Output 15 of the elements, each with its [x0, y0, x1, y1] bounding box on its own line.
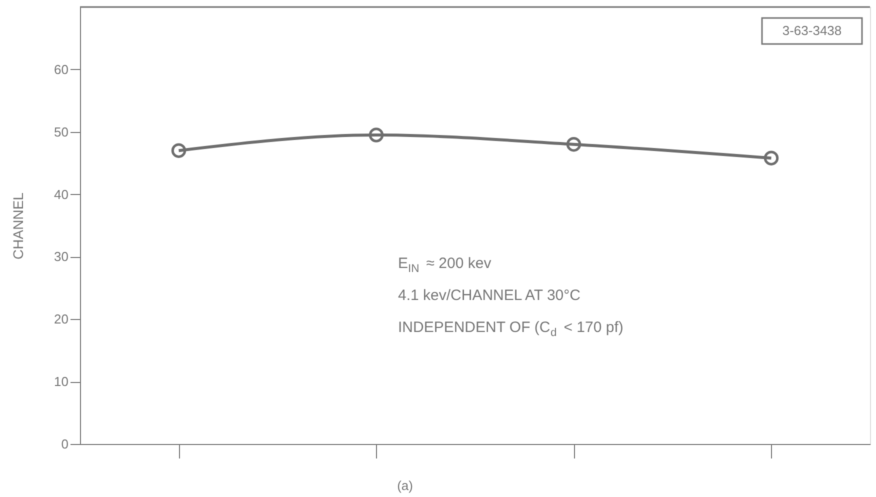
y-tick-label: 30: [54, 249, 68, 264]
y-axis-title: CHANNEL: [10, 192, 26, 260]
point: [368, 128, 384, 142]
annotation: 3-63-3438: [782, 23, 842, 38]
y-tick-label: 50: [54, 124, 68, 140]
y-tick-label: 20: [54, 312, 68, 327]
y-tick-label: 0: [61, 436, 68, 452]
annotation: 4.1 kev/CHANNEL AT 30°C: [398, 287, 581, 304]
text: (a): [397, 478, 413, 493]
point: [566, 136, 582, 152]
y-tick-label: 10: [54, 374, 68, 390]
point: [764, 150, 779, 166]
y-tick-label: 60: [54, 62, 68, 77]
y-tick-label: 40: [54, 186, 68, 202]
point: [171, 143, 186, 158]
